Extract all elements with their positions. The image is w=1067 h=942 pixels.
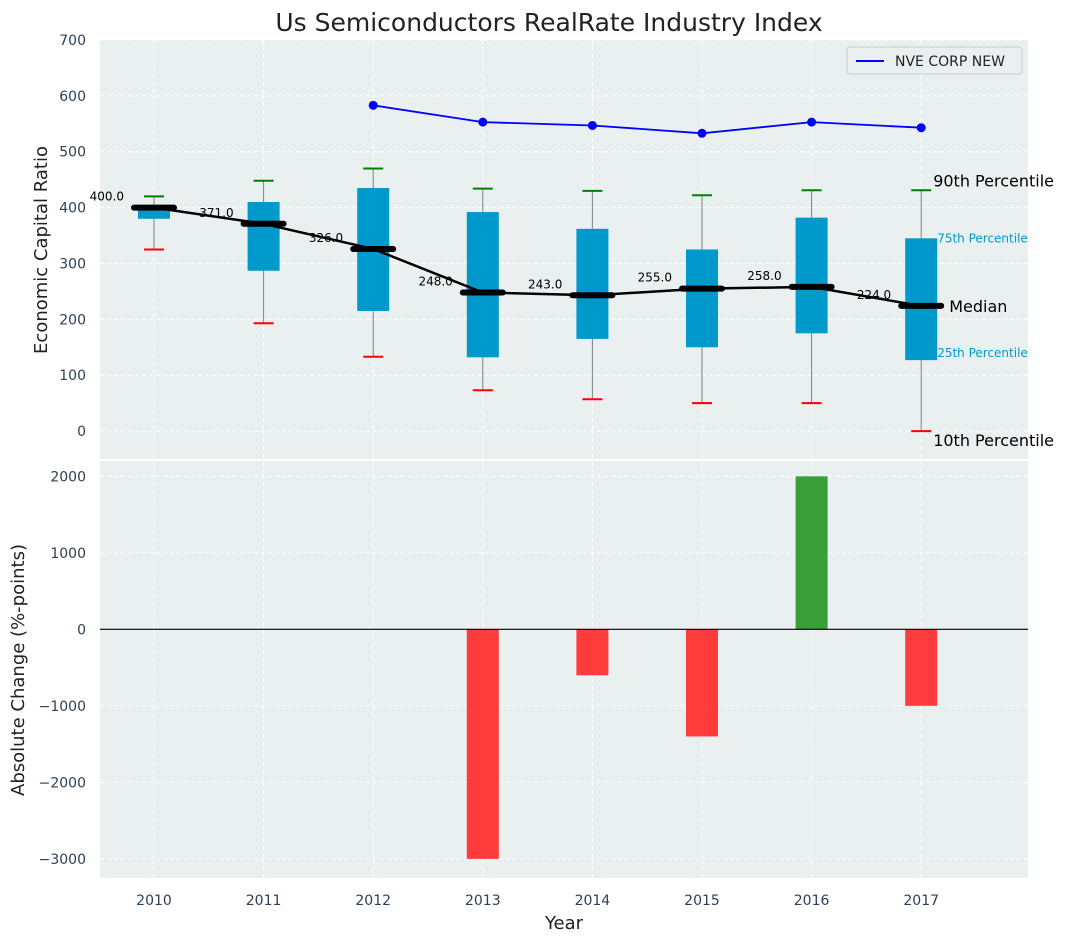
x-tick-2011: 2011 [246,893,282,909]
box-2015 [686,249,718,348]
box-2011 [247,202,280,271]
median-label: 258.0 [747,269,781,283]
top-y-axis-label: Economic Capital Ratio [31,146,52,354]
top-y-tick: 0 [77,424,86,440]
company-series-group [368,100,926,138]
top-y-tick: 200 [59,312,86,328]
legend: NVE CORP NEW [846,46,1023,75]
change-bar-2016 [795,476,828,630]
change-bar-2014 [576,629,609,676]
bottom-y-tick: −3000 [39,852,86,868]
x-tick-labels: 2010 2011 2012 2013 2014 2015 2016 2017 [136,893,939,909]
x-tick-2010: 2010 [136,893,172,909]
top-y-tick: 500 [59,145,86,161]
top-y-tick: 400 [59,201,86,217]
x-tick-2014: 2014 [575,893,611,909]
x-axis-label: Year [544,913,584,934]
change-bars-group [466,476,938,859]
x-tick-2017: 2017 [903,893,939,909]
annotation-median: Median [949,297,1007,316]
box-2016 [795,217,828,334]
bottom-y-tick: −1000 [39,699,86,715]
series-point [807,117,817,127]
chart-title: Us Semiconductors RealRate Industry Inde… [275,8,822,37]
median-label: 400.0 [90,190,124,204]
box-2014 [576,228,609,339]
bottom-y-tick-labels: −3000 −2000 −1000 0 1000 2000 [39,469,86,868]
bottom-y-axis-label: Absolute Change (%-points) [8,544,29,796]
legend-label: NVE CORP NEW [895,54,1005,70]
x-tick-2013: 2013 [465,893,501,909]
percentile-annotations: 90th Percentile 75th Percentile Median 2… [933,171,1054,450]
annotation-75th-percentile: 75th Percentile [937,231,1028,245]
median-trend-group [153,206,922,308]
median-label: 243.0 [528,277,562,291]
x-tick-2016: 2016 [794,893,830,909]
box-2017 [905,238,938,361]
series-point [916,123,926,133]
median-trend-line [153,206,922,308]
top-plot-area [100,40,1028,459]
bottom-y-tick: −2000 [39,775,86,791]
top-y-tick: 100 [59,368,86,384]
annotation-25th-percentile: 25th Percentile [937,346,1028,360]
series-point [697,128,707,138]
top-y-tick: 700 [59,33,86,49]
box-2013 [466,212,499,358]
box-2010 [138,207,170,219]
change-bar-2013 [466,629,499,859]
top-y-tick-labels: 0 100 200 300 400 500 600 700 [59,33,86,440]
bottom-y-tick: 2000 [50,469,86,485]
series-line [373,104,922,135]
change-bar-2017 [905,629,938,706]
series-point [368,100,378,110]
annotation-10th-percentile: 10th Percentile [933,431,1054,450]
legend-box [846,46,1023,75]
change-bar-2015 [686,629,718,737]
bottom-y-tick: 0 [77,622,86,638]
median-label: 248.0 [418,275,452,289]
top-y-tick: 600 [59,89,86,105]
x-tick-2015: 2015 [684,893,720,909]
x-tick-2012: 2012 [355,893,391,909]
bottom-y-tick: 1000 [50,546,86,562]
series-point [478,117,488,127]
series-point [587,120,597,130]
median-label: 255.0 [638,271,672,285]
annotation-90th-percentile: 90th Percentile [933,171,1054,190]
bottom-plot-area [100,461,1028,878]
top-y-tick: 300 [59,256,86,272]
